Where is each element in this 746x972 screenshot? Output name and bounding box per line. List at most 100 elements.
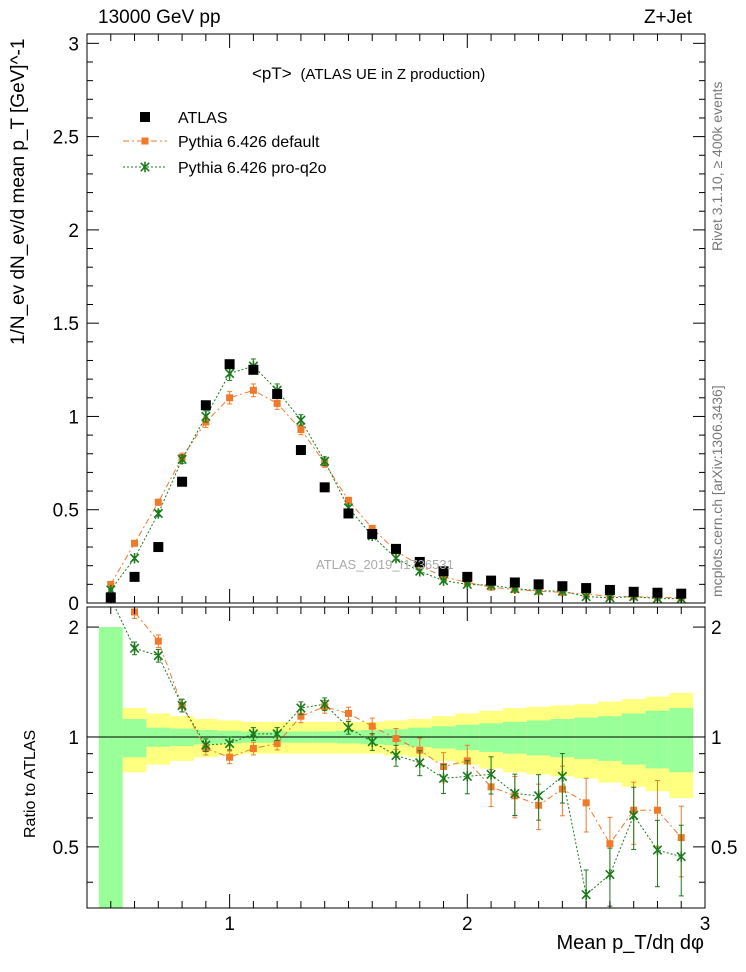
ratio-y-tick-label-right: 0.5 [711, 838, 737, 859]
atlas-point [533, 579, 544, 590]
proq2o-ratio-point [486, 769, 496, 780]
atlas-point [391, 543, 401, 554]
atlas-point [509, 577, 520, 588]
default-ratio-line [132, 607, 682, 845]
default-ratio-point [344, 709, 352, 717]
band-inner [598, 716, 622, 761]
main-y-tick-label: 2 [68, 221, 79, 242]
ratio-y-tick-label: 2 [68, 618, 79, 639]
band-inner [98, 627, 123, 908]
watermark: ATLAS_2019_I1736531 [316, 557, 454, 572]
proq2o-point [415, 566, 425, 577]
band-inner [479, 723, 503, 752]
atlas-point [486, 575, 497, 586]
band-inner [669, 708, 694, 773]
main-y-axis-label-text: 1/N_ev dN_ev/d mean p_T [GeV]^-1 [8, 38, 29, 345]
proq2o-ratio-point [557, 771, 568, 782]
proq2o-point [296, 414, 306, 426]
default-ratio-point [273, 739, 281, 747]
proq2o-ratio-point [201, 739, 211, 751]
default-point [249, 386, 257, 394]
plot-title-sub: (ATLAS UE in Z production) [300, 66, 486, 83]
legend: ATLAS Pythia 6.426 default Pythia 6.426 pr… [123, 110, 327, 177]
proq2o-point [153, 508, 164, 519]
default-point [154, 498, 162, 506]
atlas-point [248, 364, 259, 375]
default-point [131, 539, 139, 547]
plot-title-main: <pT> [252, 64, 292, 83]
proq2o-ratio-point [652, 844, 663, 856]
default-ratio-point [582, 799, 590, 807]
default-ratio-point [297, 712, 305, 720]
atlas-point [153, 542, 164, 553]
proq2o-ratio-point [177, 700, 187, 711]
legend-marker-atlas [140, 112, 150, 122]
atlas-point [224, 359, 235, 370]
proq2o-point [319, 456, 330, 467]
proq2o-ratio-point [153, 650, 164, 661]
ratio-y-axis-label: Ratio to ATLAS [22, 729, 39, 838]
ratio-bands [98, 627, 694, 908]
legend-entry-label: Pythia 6.426 pro-q2o [178, 160, 327, 177]
atlas-point [367, 528, 378, 539]
atlas-point [200, 400, 211, 411]
proq2o-ratio-point [581, 889, 591, 900]
legend-marker-default [141, 137, 149, 145]
default-ratio-point [606, 840, 614, 848]
ratio-series [114, 607, 686, 908]
proq2o-ratio-point [343, 722, 354, 733]
x-tick-label: 2 [462, 914, 473, 935]
x-axis-label: Mean p_T/dη dφ [556, 932, 705, 954]
ratio-y-tick-label: 0.5 [53, 838, 79, 859]
main-y-axis-label: 1/N_ev dN_ev/d mean p_T [GeV]^-1 [8, 39, 30, 345]
atlas-point [628, 586, 639, 597]
proq2o-ratio-point [438, 773, 449, 784]
default-point [226, 394, 234, 402]
legend-entry-label: ATLAS [178, 110, 228, 127]
default-ratio-point [392, 735, 400, 743]
atlas-point [438, 566, 449, 577]
proq2o-ratio-point [129, 643, 140, 654]
main-y-tick-label: 1 [68, 407, 79, 428]
side-label-rivet: Rivet 3.1.10, ≥ 400k events [709, 81, 725, 251]
atlas-point [462, 571, 473, 582]
band-inner [645, 710, 670, 769]
proq2o-ratio-point [510, 788, 520, 799]
proq2o-ratio-point [319, 698, 330, 710]
default-ratio-point [416, 746, 424, 754]
band-inner [455, 724, 480, 751]
atlas-point [652, 587, 663, 598]
plot-title: <pT> (ATLAS UE in Z production) [252, 64, 485, 84]
proq2o-ratio-point [272, 728, 282, 740]
atlas-point [581, 583, 592, 594]
default-point [368, 524, 376, 532]
proq2o-ratio-point [367, 736, 377, 747]
proq2o-ratio-point [533, 790, 544, 801]
atlas-point [319, 482, 330, 493]
band-inner [502, 721, 527, 754]
default-ratio-point [154, 637, 162, 645]
atlas-point [414, 556, 425, 567]
main-y-tick-label: 0.5 [53, 501, 79, 522]
proq2o-point [129, 553, 140, 564]
process-label: Z+Jet [643, 7, 692, 28]
atlas-point [129, 571, 140, 582]
default-ratio-point [368, 722, 376, 730]
atlas-point [604, 584, 615, 595]
ratio-y-tick-label: 1 [68, 728, 79, 749]
proq2o-ratio-point [605, 869, 615, 880]
legend-entry-label: Pythia 6.426 default [178, 134, 320, 151]
proq2o-point [177, 454, 187, 465]
legend-marker-proq2o [140, 161, 150, 173]
proq2o-ratio-point [391, 750, 401, 761]
band-inner [574, 717, 599, 760]
band-inner [122, 718, 147, 758]
energy-label: 13000 GeV pp [98, 7, 221, 28]
side-label-mcplots: mcplots.cern.ch [arXiv:1306.3436] [709, 385, 725, 597]
band-inner [621, 713, 646, 765]
proq2o-point [224, 368, 235, 379]
default-ratio-point [653, 806, 661, 814]
main-y-tick-label: 2.5 [53, 128, 79, 149]
x-tick-label: 1 [224, 914, 235, 935]
